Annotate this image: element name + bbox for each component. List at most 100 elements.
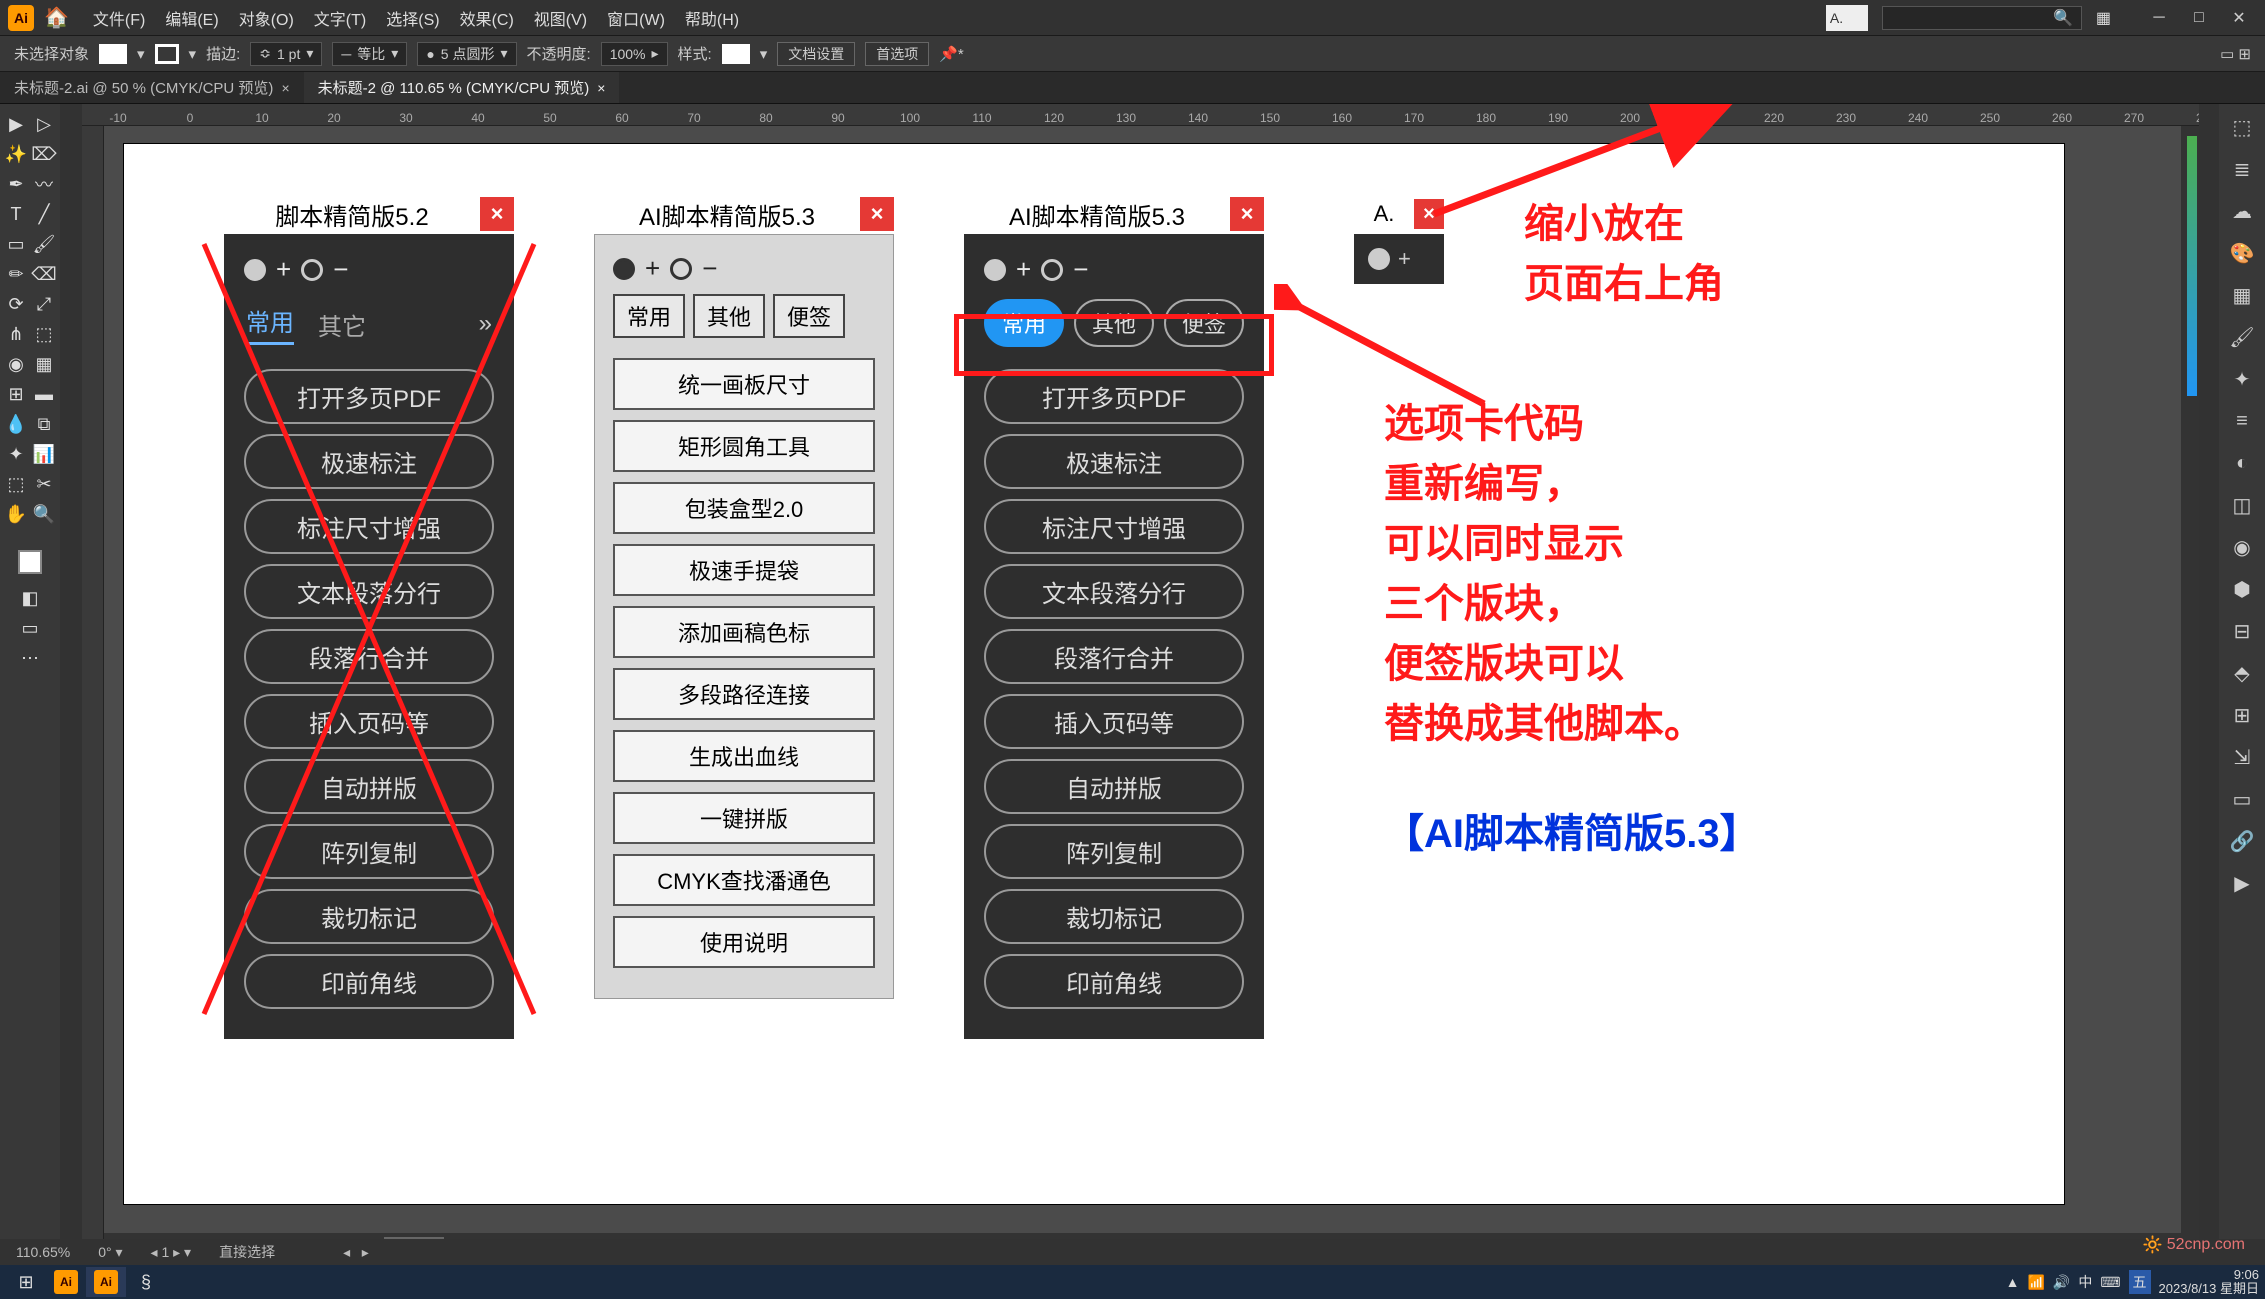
- asset-export-icon[interactable]: ⇲: [2225, 740, 2259, 774]
- menu-select[interactable]: 选择(S): [386, 6, 439, 30]
- eyedropper-tool[interactable]: 💧: [2, 410, 30, 438]
- arrange-icon[interactable]: ▦: [2096, 8, 2111, 28]
- script-button[interactable]: 统一画板尺寸: [613, 358, 875, 410]
- menu-help[interactable]: 帮助(H): [685, 6, 739, 30]
- taskbar-ai-2[interactable]: Ai: [86, 1267, 126, 1297]
- script-button[interactable]: 自动拼版: [244, 759, 494, 814]
- type-tool[interactable]: T: [2, 200, 30, 228]
- tray-icon[interactable]: 🔊: [2053, 1274, 2070, 1291]
- script-button[interactable]: 多段路径连接: [613, 668, 875, 720]
- selection-tool[interactable]: ▶: [2, 110, 30, 138]
- stroke-panel-icon[interactable]: ≡: [2225, 404, 2259, 438]
- fill-swatch[interactable]: [99, 44, 127, 64]
- line-tool[interactable]: ╱: [30, 200, 58, 228]
- artboards-panel-icon[interactable]: ▭: [2225, 782, 2259, 816]
- close-icon[interactable]: ×: [281, 80, 289, 96]
- libraries-icon[interactable]: ☁: [2225, 194, 2259, 228]
- docked-mini-panel[interactable]: A.: [1826, 5, 1868, 31]
- close-icon[interactable]: ×: [480, 197, 514, 231]
- transform-icon[interactable]: ⊞: [2225, 698, 2259, 732]
- zoom-tool[interactable]: 🔍: [30, 500, 58, 528]
- script-button[interactable]: 印前角线: [984, 954, 1244, 1009]
- script-button[interactable]: CMYK查找潘通色: [613, 854, 875, 906]
- tray-icon[interactable]: ⌨: [2100, 1274, 2120, 1291]
- color-icon[interactable]: 🎨: [2225, 236, 2259, 270]
- direct-select-tool[interactable]: ▷: [30, 110, 58, 138]
- panel-tab[interactable]: 其他: [693, 294, 765, 338]
- brush-tool[interactable]: 🖌: [30, 230, 58, 258]
- close-icon[interactable]: ×: [860, 197, 894, 231]
- script-button[interactable]: 标注尺寸增强: [984, 499, 1244, 554]
- free-transform-tool[interactable]: ⬚: [30, 320, 58, 348]
- rectangle-tool[interactable]: ▭: [2, 230, 30, 258]
- clock[interactable]: 9:062023/8/13 星期日: [2159, 1268, 2259, 1297]
- color-mode-toggle[interactable]: ◧: [16, 584, 44, 612]
- curvature-tool[interactable]: 〰: [30, 170, 58, 198]
- pin-icon[interactable]: 📌*: [939, 45, 964, 63]
- mesh-tool[interactable]: ⊞: [2, 380, 30, 408]
- links-icon[interactable]: 🔗: [2225, 824, 2259, 858]
- tray-ime-icon[interactable]: 中: [2078, 1272, 2092, 1292]
- actions-icon[interactable]: ▶: [2225, 866, 2259, 900]
- blend-tool[interactable]: ⧉: [30, 410, 58, 438]
- brushes-icon[interactable]: 🖌: [2225, 320, 2259, 354]
- script-button[interactable]: 极速标注: [244, 434, 494, 489]
- script-button[interactable]: 矩形圆角工具: [613, 420, 875, 472]
- script-button[interactable]: 段落行合并: [244, 629, 494, 684]
- script-button[interactable]: 插入页码等: [244, 694, 494, 749]
- tab-common[interactable]: 常用: [246, 303, 294, 345]
- width-tool[interactable]: ⋔: [2, 320, 30, 348]
- script-button[interactable]: 生成出血线: [613, 730, 875, 782]
- script-button[interactable]: 极速标注: [984, 434, 1244, 489]
- edit-toolbar[interactable]: ⋯: [16, 644, 44, 672]
- tab-other[interactable]: 其它: [318, 307, 366, 342]
- gradient-panel-icon[interactable]: ◐: [2225, 446, 2259, 480]
- close-icon[interactable]: ×: [597, 80, 605, 96]
- taskbar-ai-1[interactable]: Ai: [46, 1267, 86, 1297]
- tray-icon[interactable]: 五: [2129, 1270, 2151, 1294]
- artboard[interactable]: 脚本精简版5.2 × +− 常用 其它 » 打开多页PDF极速标注标注尺寸增强文…: [124, 144, 2064, 1204]
- stroke-swatch[interactable]: [155, 44, 179, 64]
- pen-tool[interactable]: ✒: [2, 170, 30, 198]
- menu-object[interactable]: 对象(O): [239, 6, 294, 30]
- tray-icon[interactable]: 📶: [2027, 1274, 2044, 1291]
- style-swatch[interactable]: [722, 44, 750, 64]
- taskbar-app-3[interactable]: §: [126, 1267, 166, 1297]
- script-button[interactable]: 阵列复制: [244, 824, 494, 879]
- script-button[interactable]: 使用说明: [613, 916, 875, 968]
- maximize-button[interactable]: □: [2181, 6, 2217, 30]
- panel-toggle-icon[interactable]: ▭ ⊞: [2220, 45, 2251, 63]
- menu-edit[interactable]: 编辑(E): [165, 6, 218, 30]
- script-button[interactable]: 裁切标记: [984, 889, 1244, 944]
- shaper-tool[interactable]: ✏: [2, 260, 30, 288]
- rotate-view[interactable]: 0° ▾: [98, 1244, 122, 1261]
- script-button[interactable]: 印前角线: [244, 954, 494, 1009]
- zoom-level[interactable]: 110.65%: [16, 1244, 70, 1260]
- doc-setup-button[interactable]: 文档设置: [777, 42, 855, 66]
- symbol-spray-tool[interactable]: ✦: [2, 440, 30, 468]
- tab-doc-2[interactable]: 未标题-2 @ 110.65 % (CMYK/CPU 预览)×: [304, 72, 620, 103]
- symbols-icon[interactable]: ✦: [2225, 362, 2259, 396]
- magic-wand-tool[interactable]: ✨: [2, 140, 30, 168]
- uniform-dropdown[interactable]: ─等比▾: [332, 42, 407, 66]
- scale-tool[interactable]: ⤢: [30, 290, 58, 318]
- script-button[interactable]: 插入页码等: [984, 694, 1244, 749]
- gradient-tool[interactable]: ▬: [30, 380, 58, 408]
- script-button[interactable]: 阵列复制: [984, 824, 1244, 879]
- shape-builder-tool[interactable]: ◉: [2, 350, 30, 378]
- script-button[interactable]: 裁切标记: [244, 889, 494, 944]
- artboard-tool[interactable]: ⬚: [2, 470, 30, 498]
- artboard-nav[interactable]: ◂ 1 ▸ ▾: [151, 1244, 192, 1261]
- screen-mode-toggle[interactable]: ▭: [16, 614, 44, 642]
- script-button[interactable]: 极速手提袋: [613, 544, 875, 596]
- layers-icon[interactable]: ≣: [2225, 152, 2259, 186]
- slice-tool[interactable]: ✂: [30, 470, 58, 498]
- swatches-icon[interactable]: ▦: [2225, 278, 2259, 312]
- start-button[interactable]: ⊞: [6, 1267, 46, 1297]
- tray-icon[interactable]: ▲: [2006, 1274, 2020, 1290]
- menu-effect[interactable]: 效果(C): [460, 6, 514, 30]
- script-button[interactable]: 包装盒型2.0: [613, 482, 875, 534]
- lasso-tool[interactable]: ⌦: [30, 140, 58, 168]
- nav-arrows[interactable]: ◂ ▸: [343, 1244, 369, 1261]
- menu-file[interactable]: 文件(F): [93, 6, 145, 30]
